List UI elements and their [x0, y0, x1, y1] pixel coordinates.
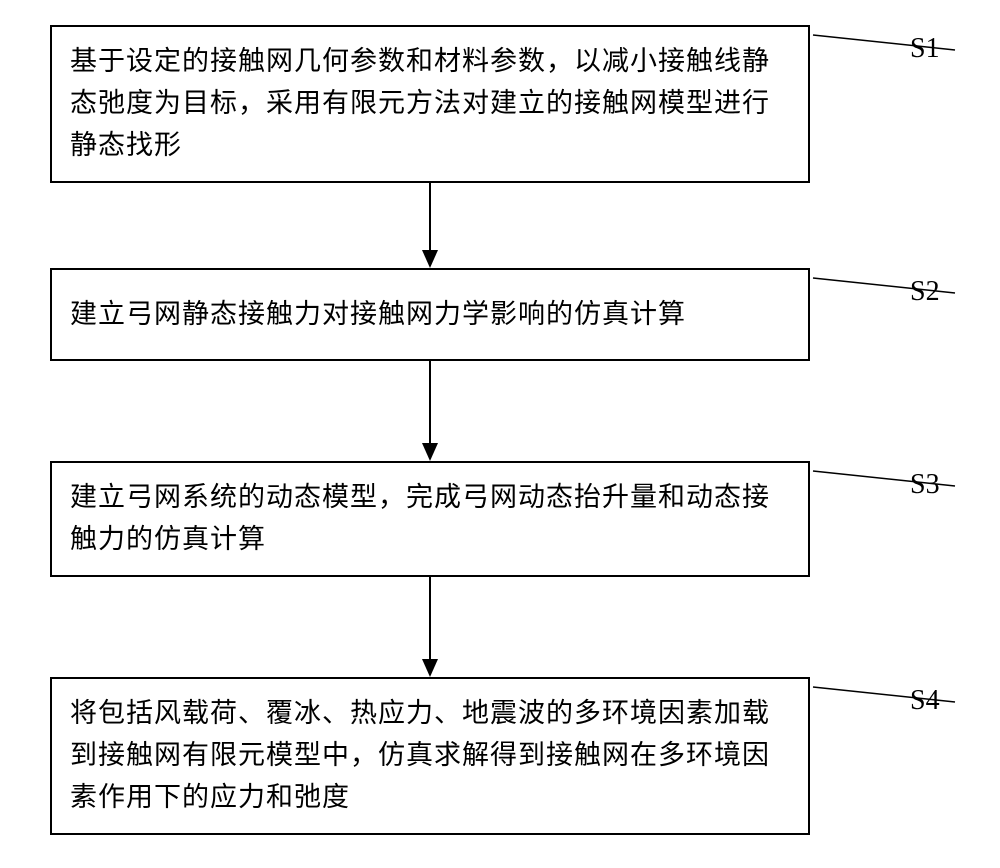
step-row-s2: 建立弓网静态接触力对接触网力学影响的仿真计算 S2 — [50, 268, 950, 362]
step-box-s3: 建立弓网系统的动态模型，完成弓网动态抬升量和动态接触力的仿真计算 — [50, 461, 810, 577]
step-label-s3: S3 — [910, 469, 940, 501]
step-label-s2: S2 — [910, 276, 940, 308]
step-text-s3: 建立弓网系统的动态模型，完成弓网动态抬升量和动态接触力的仿真计算 — [70, 482, 770, 554]
step-box-s2: 建立弓网静态接触力对接触网力学影响的仿真计算 — [50, 268, 810, 362]
lead-line-s4 — [810, 677, 990, 727]
step-row-s1: 基于设定的接触网几何参数和材料参数，以减小接触线静态弛度为目标，采用有限元方法对… — [50, 25, 950, 183]
step-text-s2: 建立弓网静态接触力对接触网力学影响的仿真计算 — [70, 299, 686, 329]
arrow-s2-s3 — [50, 361, 810, 461]
step-box-s4: 将包括风载荷、覆冰、热应力、地震波的多环境因素加载到接触网有限元模型中，仿真求解… — [50, 677, 810, 835]
step-label-s4: S4 — [910, 685, 940, 717]
step-text-s4: 将包括风载荷、覆冰、热应力、地震波的多环境因素加载到接触网有限元模型中，仿真求解… — [70, 698, 770, 812]
step-row-s3: 建立弓网系统的动态模型，完成弓网动态抬升量和动态接触力的仿真计算 S3 — [50, 461, 950, 577]
lead-line-s2 — [810, 268, 990, 318]
step-row-s4: 将包括风载荷、覆冰、热应力、地震波的多环境因素加载到接触网有限元模型中，仿真求解… — [50, 677, 950, 835]
lead-line-s1 — [810, 25, 990, 75]
flowchart-container: 基于设定的接触网几何参数和材料参数，以减小接触线静态弛度为目标，采用有限元方法对… — [50, 25, 950, 835]
step-text-s1: 基于设定的接触网几何参数和材料参数，以减小接触线静态弛度为目标，采用有限元方法对… — [70, 46, 770, 160]
arrow-s3-s4 — [50, 577, 810, 677]
step-box-s1: 基于设定的接触网几何参数和材料参数，以减小接触线静态弛度为目标，采用有限元方法对… — [50, 25, 810, 183]
arrow-s1-s2 — [50, 183, 810, 268]
step-label-s1: S1 — [910, 33, 940, 65]
lead-line-s3 — [810, 461, 990, 511]
